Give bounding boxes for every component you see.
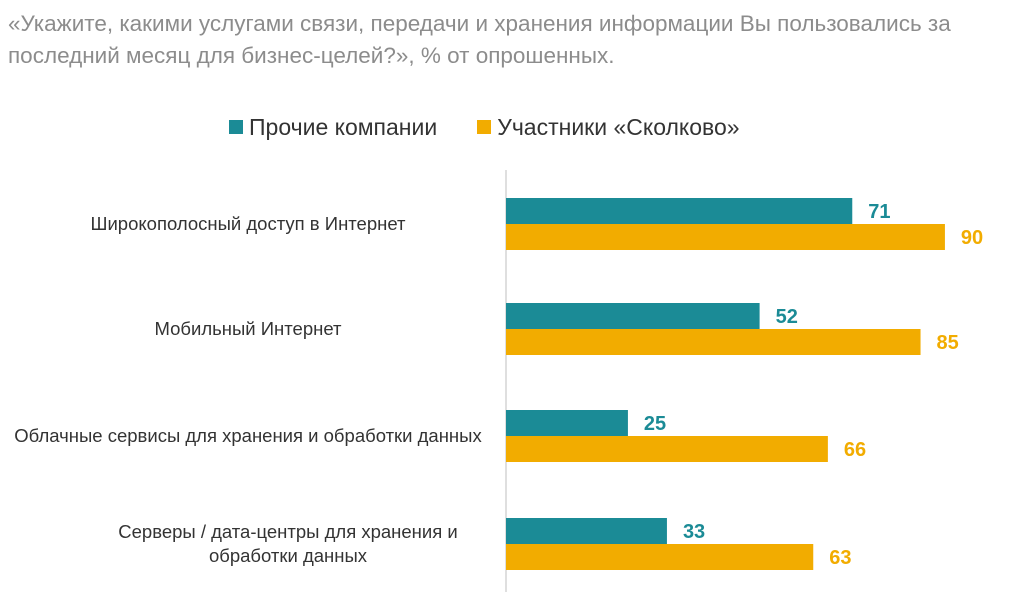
bar-skolkovo [506, 329, 921, 355]
legend-label-other-companies: Прочие компании [249, 113, 438, 140]
legend-item-skolkovo: Участники «Сколково» [477, 113, 740, 141]
category-label-text: Широкополосный доступ в Интернет [90, 213, 406, 234]
category-label-text: Облачные сервисы для хранения и обработк… [14, 425, 482, 446]
legend: Прочие компании Участники «Сколково» [229, 112, 740, 142]
bar-skolkovo [506, 436, 828, 462]
data-label-skolkovo: 63 [829, 547, 851, 569]
legend-swatch-other-companies [229, 120, 243, 134]
bar-other-companies [506, 303, 760, 329]
category-label-mobile-internet: Мобильный Интернет [8, 317, 488, 341]
bar-skolkovo [506, 224, 945, 250]
data-label-other-companies: 33 [683, 521, 705, 543]
category-label-text: Серверы / дата-центры для хранения и обр… [118, 521, 458, 566]
category-label-servers-datacenters: Серверы / дата-центры для хранения и обр… [88, 520, 488, 568]
category-label-broadband: Широкополосный доступ в Интернет [8, 212, 488, 236]
chart-title: «Укажите, какими услугами связи, передач… [8, 11, 951, 68]
bar-other-companies [506, 518, 667, 544]
category-label-text: Мобильный Интернет [154, 318, 342, 339]
bar-skolkovo [506, 544, 814, 570]
data-label-other-companies: 25 [644, 413, 666, 435]
legend-swatch-skolkovo [477, 120, 492, 134]
data-label-skolkovo: 90 [961, 227, 983, 249]
legend-label-skolkovo: Участники «Сколково» [497, 113, 740, 140]
legend-item-other-companies: Прочие компании [229, 114, 437, 141]
data-label-skolkovo: 66 [844, 439, 866, 461]
bar-other-companies [506, 410, 628, 436]
data-label-other-companies: 71 [868, 201, 890, 223]
data-label-skolkovo: 85 [937, 332, 959, 354]
bar-other-companies [506, 198, 853, 224]
category-label-cloud-services: Облачные сервисы для хранения и обработк… [8, 424, 488, 448]
data-label-other-companies: 52 [776, 306, 798, 328]
